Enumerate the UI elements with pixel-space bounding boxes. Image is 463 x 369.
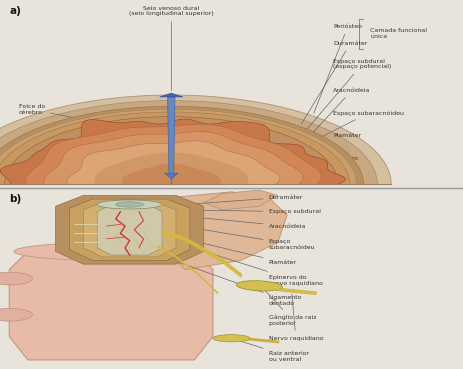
Polygon shape — [69, 199, 190, 261]
Polygon shape — [204, 190, 278, 210]
Text: Nervo raquidiano: Nervo raquidiano — [269, 294, 323, 341]
Text: Foice do
cérebro: Foice do cérebro — [19, 104, 166, 137]
Polygon shape — [0, 112, 350, 184]
Ellipse shape — [116, 202, 144, 207]
Polygon shape — [0, 95, 391, 184]
Text: Camada funcional
única: Camada funcional única — [370, 28, 427, 39]
Text: Ligamento
dentado: Ligamento dentado — [100, 234, 302, 306]
Text: Aracnóideia: Aracnóideia — [310, 88, 371, 136]
Ellipse shape — [14, 242, 208, 261]
Ellipse shape — [0, 272, 32, 285]
Polygon shape — [157, 192, 287, 269]
Ellipse shape — [97, 200, 162, 209]
Polygon shape — [44, 132, 303, 184]
Text: Duramáter: Duramáter — [301, 41, 368, 124]
Polygon shape — [160, 93, 183, 97]
Polygon shape — [83, 203, 176, 257]
Polygon shape — [97, 204, 162, 255]
Polygon shape — [164, 173, 178, 179]
Text: Periósteo: Periósteo — [314, 24, 363, 113]
Text: Epinervo do
nervo raquidiano: Epinervo do nervo raquidiano — [202, 251, 322, 286]
Polygon shape — [0, 101, 377, 184]
Text: Piamáter: Piamáter — [165, 234, 297, 265]
Text: Espaço
subaracnóideu: Espaço subaracnóideu — [174, 225, 315, 250]
Polygon shape — [122, 164, 221, 184]
Ellipse shape — [237, 281, 282, 291]
Polygon shape — [5, 117, 338, 184]
Polygon shape — [0, 106, 363, 184]
Text: b): b) — [9, 194, 21, 204]
Text: Raiz anterior
ou ventral: Raiz anterior ou ventral — [234, 339, 309, 362]
Text: Piamáter: Piamáter — [309, 133, 362, 149]
Text: Espaço subaracnóideu: Espaço subaracnóideu — [309, 110, 404, 143]
Polygon shape — [0, 109, 357, 184]
Polygon shape — [168, 97, 175, 177]
Polygon shape — [94, 152, 249, 184]
Text: Seio venoso dural
(seio longitudinal inferior): Seio venoso dural (seio longitudinal inf… — [69, 164, 169, 175]
Ellipse shape — [213, 335, 250, 342]
Text: Duramáter: Duramáter — [188, 195, 303, 204]
Text: Espaço subdural: Espaço subdural — [183, 209, 320, 214]
Text: a): a) — [9, 6, 21, 15]
Polygon shape — [67, 141, 280, 184]
Polygon shape — [56, 196, 204, 264]
Text: Gânglio da raiz
posterior: Gânglio da raiz posterior — [261, 286, 316, 326]
Ellipse shape — [0, 308, 32, 321]
Text: Cérebro: Cérebro — [299, 156, 358, 161]
Polygon shape — [25, 124, 321, 184]
Polygon shape — [9, 252, 213, 360]
Text: Aracnóideia: Aracnóideia — [179, 215, 306, 229]
Text: Espaço subdural
(espaço potencial): Espaço subdural (espaço potencial) — [307, 59, 392, 130]
Text: Seio venoso dural
(seio longitudinal superior): Seio venoso dural (seio longitudinal sup… — [129, 6, 214, 90]
Polygon shape — [0, 119, 345, 184]
